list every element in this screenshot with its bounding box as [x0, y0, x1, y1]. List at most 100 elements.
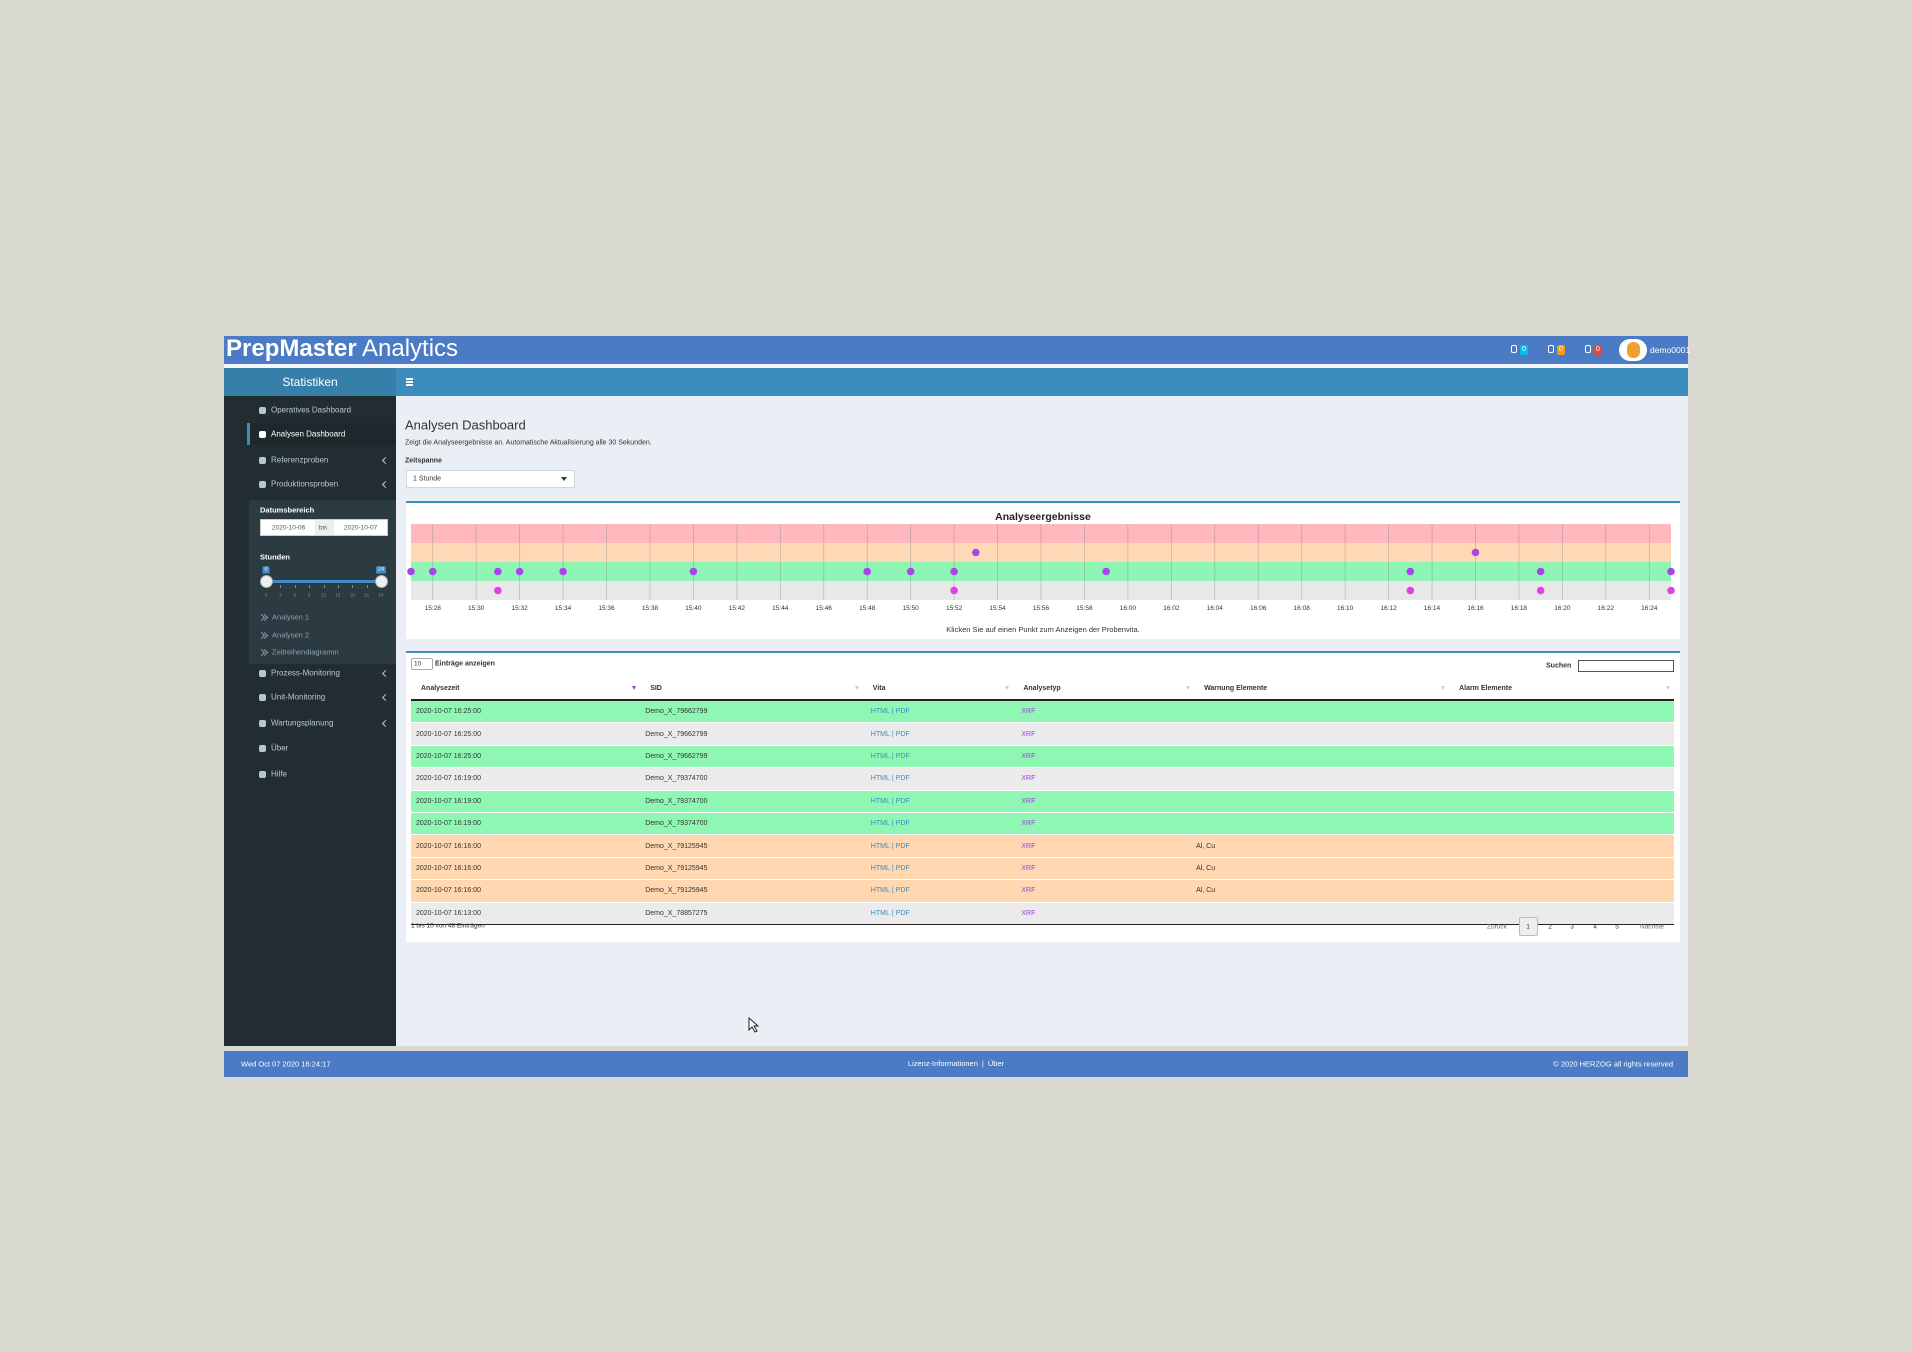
- vita-link[interactable]: PDF: [895, 820, 910, 828]
- data-point[interactable]: [1536, 567, 1545, 576]
- menu-item[interactable]: Prozess-Monitoring: [271, 668, 340, 678]
- slider-handle[interactable]: [260, 575, 273, 588]
- vita-link[interactable]: PDF: [895, 909, 910, 917]
- vita-link[interactable]: HTML: [870, 797, 890, 805]
- vita-link[interactable]: HTML: [870, 864, 890, 872]
- data-point[interactable]: [494, 586, 502, 595]
- footer-link[interactable]: Lizenz-Informationen: [907, 1059, 978, 1068]
- data-point[interactable]: [689, 567, 698, 576]
- slider-tick: [323, 585, 325, 588]
- vita-link[interactable]: PDF: [895, 708, 910, 716]
- menu-icon: [259, 744, 266, 752]
- cell-alarm: [1449, 834, 1674, 858]
- page-number[interactable]: 3: [1570, 923, 1574, 931]
- data-point[interactable]: [1471, 548, 1480, 557]
- footer-link[interactable]: Über: [987, 1059, 1005, 1068]
- active-item-bg: [247, 423, 396, 445]
- column-title: Vita: [872, 685, 886, 692]
- data-point[interactable]: [1406, 586, 1415, 595]
- data-point[interactable]: [559, 567, 567, 576]
- vita-link[interactable]: PDF: [895, 887, 910, 895]
- slider-handle[interactable]: [375, 575, 388, 588]
- column-header[interactable]: Analysetyp: [1013, 678, 1195, 701]
- menu-item[interactable]: Referenzproben: [271, 455, 329, 465]
- notification-count[interactable]: 0: [1594, 345, 1602, 355]
- vita-link[interactable]: PDF: [895, 864, 910, 872]
- page-number[interactable]: 2: [1548, 923, 1552, 931]
- x-tick-label: 16:00: [1120, 605, 1137, 612]
- vita-link[interactable]: PDF: [895, 752, 910, 760]
- table-header: Analysezeit SID Vita Analysetyp Warnung Elem…: [411, 678, 1674, 701]
- vita-link[interactable]: HTML: [870, 775, 890, 783]
- length-select[interactable]: [411, 658, 433, 670]
- vita-link[interactable]: HTML: [870, 730, 890, 738]
- page-number[interactable]: 4: [1593, 923, 1597, 931]
- notification-icon[interactable]: [1585, 345, 1591, 353]
- column-header[interactable]: Warnung Elemente: [1194, 678, 1450, 701]
- vita-separator: |: [891, 708, 894, 716]
- column-header[interactable]: Analysezeit: [411, 678, 641, 701]
- x-tick-label: 15:40: [685, 605, 702, 612]
- menu-toggle-line[interactable]: [406, 378, 413, 380]
- data-point[interactable]: [1102, 567, 1110, 576]
- menu-item[interactable]: Über: [271, 743, 289, 753]
- notification-icon[interactable]: [1548, 345, 1554, 353]
- page-number[interactable]: 5: [1615, 923, 1619, 931]
- vita-link[interactable]: HTML: [870, 752, 890, 760]
- select[interactable]: [406, 470, 575, 488]
- submenu-item[interactable]: Analysen 1: [272, 612, 310, 622]
- menu-item[interactable]: Produktionsproben: [271, 479, 339, 489]
- notification-count[interactable]: 0: [1557, 345, 1565, 355]
- menu-item[interactable]: Operatives Dashboard: [271, 405, 352, 415]
- data-point[interactable]: [494, 567, 502, 576]
- vita-link[interactable]: PDF: [895, 797, 910, 805]
- vita-link[interactable]: PDF: [895, 842, 910, 850]
- vita-link[interactable]: HTML: [870, 708, 890, 716]
- cell-alarm: [1449, 879, 1674, 903]
- menu-item[interactable]: Hilfe: [271, 769, 288, 779]
- vita-link[interactable]: HTML: [870, 887, 890, 895]
- date-from[interactable]: 2020-10-06: [272, 524, 306, 532]
- page-next[interactable]: Nächste: [1640, 923, 1664, 931]
- menu-item[interactable]: Unit-Monitoring: [271, 692, 326, 702]
- data-point[interactable]: [1406, 567, 1415, 576]
- vita-link[interactable]: PDF: [895, 775, 910, 783]
- vita-link[interactable]: HTML: [870, 842, 890, 850]
- slider-tick-label: 3: [279, 592, 282, 598]
- vita-link[interactable]: HTML: [870, 909, 890, 917]
- data-point[interactable]: [1536, 586, 1545, 595]
- menu-icon: [259, 719, 266, 727]
- search-input[interactable]: [1578, 660, 1674, 672]
- data-point[interactable]: [515, 567, 524, 576]
- column-header[interactable]: SID: [640, 678, 863, 701]
- data-point[interactable]: [906, 567, 915, 576]
- data-point[interactable]: [950, 586, 958, 595]
- page-previous[interactable]: Zurück: [1487, 923, 1507, 931]
- vita-link[interactable]: PDF: [895, 730, 910, 738]
- notification-count[interactable]: 0: [1520, 345, 1528, 355]
- table-row: 2020-10-07 16:25:00 Demo_X_79662799 HTML | P…: [411, 744, 1674, 768]
- data-point[interactable]: [1667, 567, 1675, 576]
- menu-toggle-line[interactable]: [406, 384, 413, 386]
- data-point[interactable]: [407, 567, 415, 576]
- menu-toggle-line[interactable]: [406, 381, 413, 383]
- cell-sid: Demo_X_79374700: [640, 811, 863, 835]
- column-header[interactable]: Alarm Elemente: [1449, 678, 1674, 701]
- menu-item[interactable]: Wartungsplanung: [271, 718, 334, 728]
- menu-item[interactable]: Analysen Dashboard: [271, 429, 346, 439]
- vita-link[interactable]: HTML: [870, 820, 890, 828]
- submenu-item[interactable]: Analysen 2: [272, 630, 310, 640]
- column-header[interactable]: Vita: [862, 678, 1014, 701]
- data-point[interactable]: [950, 567, 958, 576]
- data-point[interactable]: [1667, 586, 1675, 595]
- date-to[interactable]: 2020-10-07: [344, 524, 378, 532]
- page-number[interactable]: 1: [1526, 923, 1530, 931]
- data-point[interactable]: [863, 567, 872, 576]
- page-title: Analysen Dashboard: [405, 417, 526, 433]
- data-point[interactable]: [972, 548, 980, 557]
- data-point[interactable]: [428, 567, 437, 576]
- notification-icon[interactable]: [1511, 345, 1517, 353]
- user-name[interactable]: demo0001: [1650, 345, 1691, 355]
- cell-time: 2020-10-07 16:19:00: [411, 767, 641, 791]
- submenu-item[interactable]: Zeitreihendiagramm: [272, 647, 339, 657]
